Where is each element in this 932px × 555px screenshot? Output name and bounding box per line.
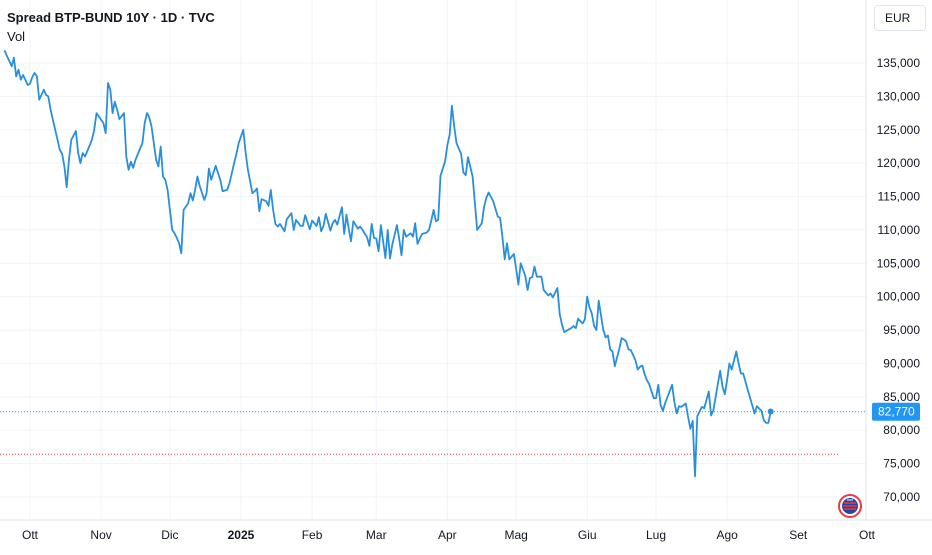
time-axis[interactable]: Ott Nov Dic 2025 Feb Mar Apr Mag Giu Lug Ago Set Ott (22, 528, 876, 542)
x-tick-label: Ago (716, 528, 738, 542)
y-tick-label: 100,000 (877, 290, 921, 304)
x-tick-label: Mar (366, 528, 387, 542)
series-line-spread[interactable] (3, 50, 772, 478)
y-tick-label: 115,000 (878, 190, 921, 204)
last-price-badge-label: 82,770 (878, 405, 915, 419)
currency-button[interactable]: EUR (874, 5, 926, 31)
x-tick-label: Giu (578, 528, 597, 542)
grid-layer (0, 0, 866, 520)
x-tick-label: Dic (161, 528, 178, 542)
y-tick-label: 95,000 (883, 323, 920, 337)
y-tick-label: 80,000 (883, 423, 920, 437)
y-tick-label: 125,000 (877, 123, 921, 137)
last-point-marker[interactable] (767, 408, 774, 415)
y-tick-label: 120,000 (877, 156, 921, 170)
x-tick-label: Lug (646, 528, 666, 542)
y-tick-label: 85,000 (883, 390, 920, 404)
price-axis[interactable]: 70,000 75,000 80,000 85,000 90,000 95,000 100,… (877, 56, 921, 504)
y-tick-label: 75,000 (883, 457, 920, 471)
y-tick-label: 110,000 (878, 223, 921, 237)
x-tick-label: Ott (22, 528, 39, 542)
y-tick-label: 105,000 (877, 256, 921, 270)
x-tick-label: Ott (859, 528, 876, 542)
usa-flag-badge-icon[interactable] (838, 494, 862, 518)
y-tick-label: 70,000 (883, 490, 920, 504)
chart-legend-title[interactable]: Spread BTP-BUND 10Y · 1D · TVC (7, 10, 215, 25)
x-tick-label: Mag (504, 528, 527, 542)
volume-indicator-label[interactable]: Vol (7, 29, 26, 44)
x-tick-label: Set (789, 528, 808, 542)
x-tick-label: Apr (438, 528, 457, 542)
y-tick-label: 130,000 (877, 89, 921, 103)
x-tick-label: Feb (302, 528, 323, 542)
x-tick-label: 2025 (228, 528, 255, 542)
y-tick-label: 135,000 (877, 56, 921, 70)
y-tick-label: 90,000 (883, 356, 920, 370)
x-tick-label: Nov (90, 528, 111, 542)
last-price-badge-bg (872, 402, 920, 421)
last-price-badge: 82,770 (872, 402, 920, 421)
